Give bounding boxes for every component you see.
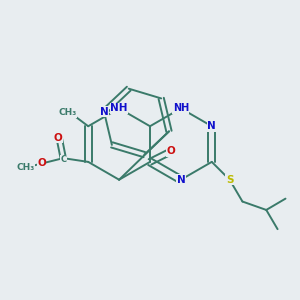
Text: S: S: [226, 175, 233, 185]
Text: O: O: [54, 133, 62, 143]
Text: C: C: [60, 155, 66, 164]
Text: N: N: [100, 107, 109, 117]
Text: CH₃: CH₃: [58, 108, 76, 117]
Text: N: N: [176, 175, 185, 185]
Text: NH: NH: [110, 103, 128, 113]
Text: NH: NH: [173, 103, 189, 113]
Text: O: O: [37, 158, 46, 168]
Text: CH₃: CH₃: [16, 163, 35, 172]
Text: N: N: [207, 121, 216, 131]
Text: O: O: [167, 146, 176, 156]
